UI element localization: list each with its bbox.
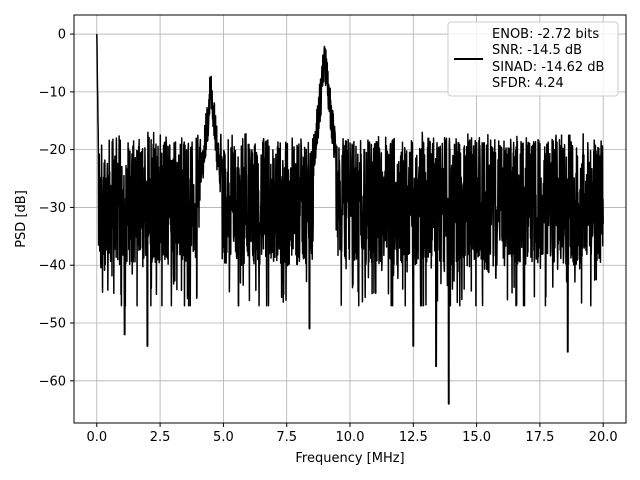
legend-snr: SNR: -14.5 dB xyxy=(492,43,582,58)
y-axis-ticks: 0 −10 −20 −30 −40 −50 −60 xyxy=(39,28,74,389)
y-tick-label: 0 xyxy=(58,28,66,43)
legend: ENOB: -2.72 bits SNR: -14.5 dB SINAD: -1… xyxy=(447,21,619,97)
series-layer xyxy=(96,34,604,405)
x-tick-label: 2.5 xyxy=(150,430,171,445)
legend-enob: ENOB: -2.72 bits xyxy=(492,27,599,42)
x-axis-label: Frequency [MHz] xyxy=(295,451,404,466)
y-tick-label: −60 xyxy=(39,374,66,389)
y-axis-label: PSD [dB] xyxy=(14,190,29,248)
legend-box xyxy=(447,21,619,97)
x-tick-label: 7.5 xyxy=(276,430,297,445)
legend-sinad: SINAD: -14.62 dB xyxy=(492,60,604,75)
legend-sfdr: SFDR: 4.24 xyxy=(492,76,564,91)
psd-series-line xyxy=(96,34,604,405)
x-tick-label: 17.5 xyxy=(525,430,554,445)
y-tick-label: −30 xyxy=(39,201,66,216)
x-axis-ticks: 0.0 2.5 5.0 7.5 10.0 12.5 15.0 17.5 20.0 xyxy=(86,423,618,445)
x-tick-label: 10.0 xyxy=(336,430,365,445)
y-tick-label: −50 xyxy=(39,317,66,332)
x-tick-label: 12.5 xyxy=(399,430,428,445)
x-tick-label: 20.0 xyxy=(589,430,618,445)
y-tick-label: −20 xyxy=(39,143,66,158)
y-tick-label: −40 xyxy=(39,259,66,274)
x-tick-label: 0.0 xyxy=(86,430,107,445)
x-tick-label: 5.0 xyxy=(213,430,234,445)
x-tick-label: 15.0 xyxy=(462,430,491,445)
y-tick-label: −10 xyxy=(39,85,66,100)
